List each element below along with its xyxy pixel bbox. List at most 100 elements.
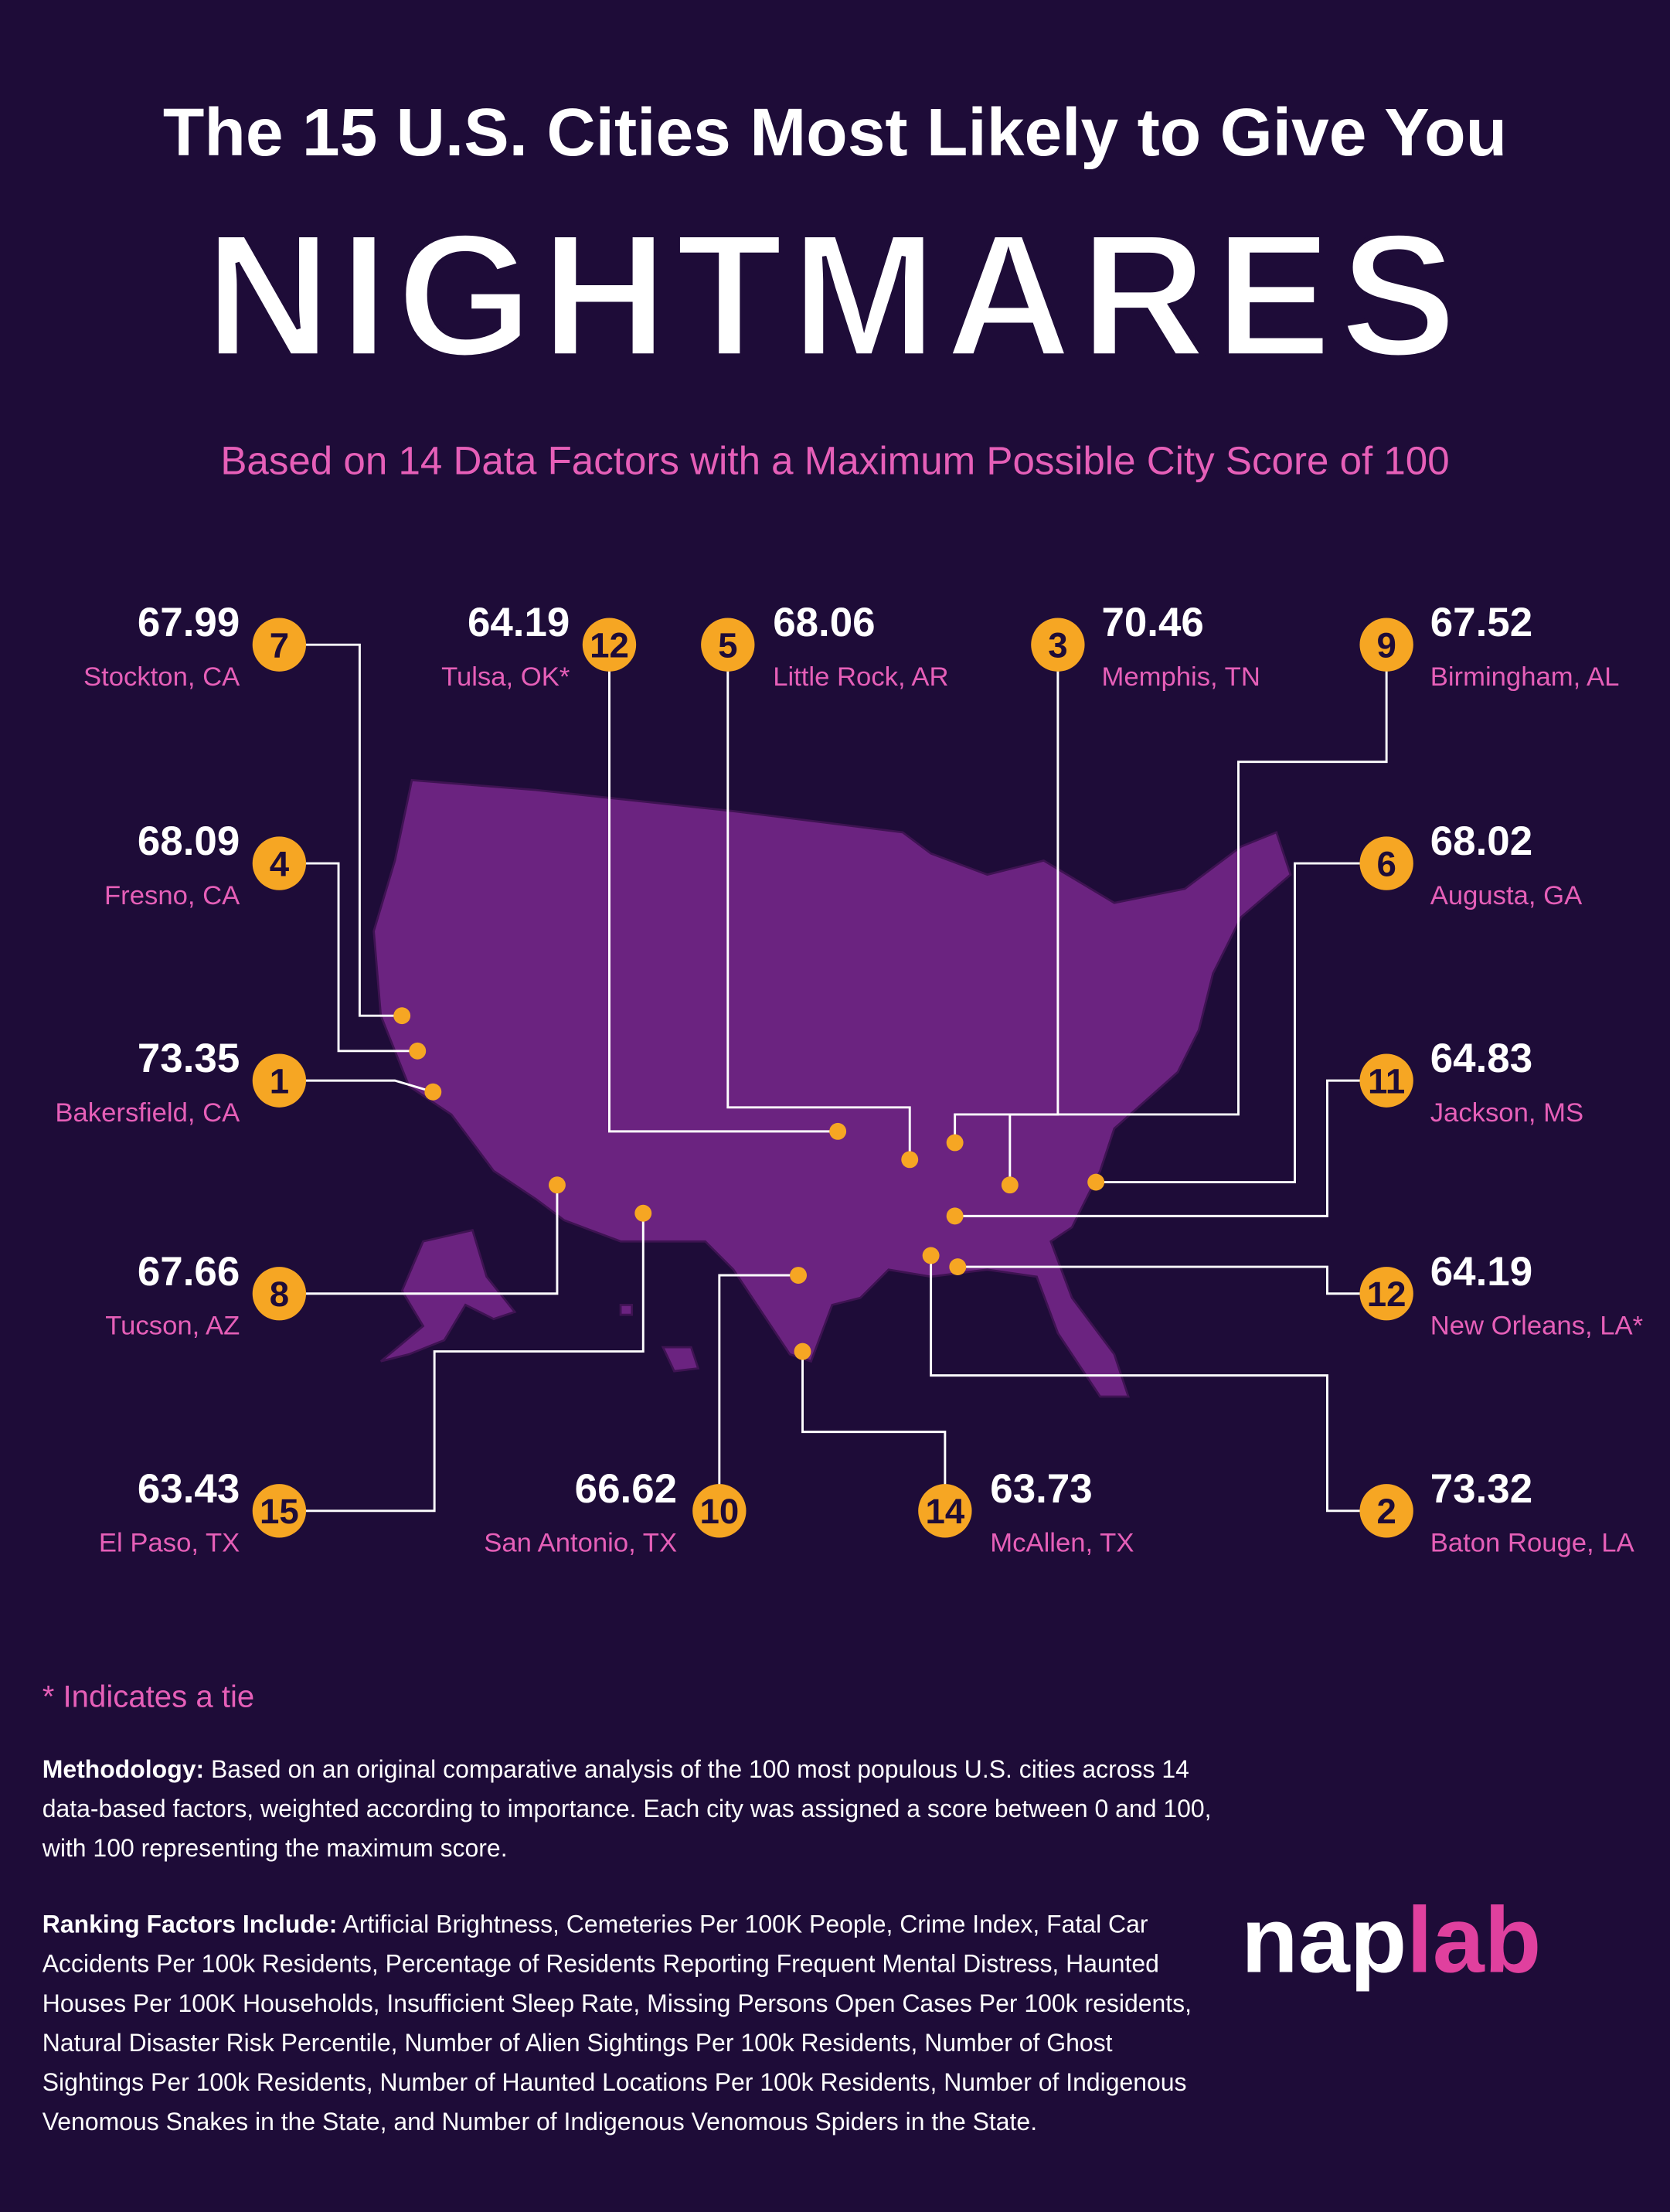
notes-text: Methodology: Based on an original compar… xyxy=(43,1749,1213,2141)
map-hawaii xyxy=(619,1303,700,1373)
rank-badge xyxy=(1031,618,1085,672)
city-dot xyxy=(790,1267,807,1284)
city-score: 68.02 xyxy=(1430,818,1532,864)
logo-part: lab xyxy=(1406,1888,1541,1993)
city-dot xyxy=(548,1176,566,1194)
city-callout: 10 66.62 San Antonio, TX xyxy=(484,1267,807,1558)
city-callout: 6 68.02 Augusta, GA xyxy=(1087,818,1583,1191)
city-callout: 9 67.52 Birmingham, AL xyxy=(1001,600,1620,1194)
rank-number: 4 xyxy=(270,844,290,883)
rank-number: 12 xyxy=(590,626,629,665)
city-name: Memphis, TN xyxy=(1101,662,1260,692)
connector-line xyxy=(718,1274,799,1511)
connector-line xyxy=(279,643,403,1017)
title: The 15 U.S. Cities Most Likely to Give Y… xyxy=(163,94,1507,170)
city-score: 67.52 xyxy=(1430,600,1532,645)
city-callout: 3 70.46 Memphis, TN xyxy=(946,600,1260,1152)
city-score: 73.32 xyxy=(1430,1466,1532,1512)
logo-part: nap xyxy=(1241,1888,1406,1993)
city-name: Little Rock, AR xyxy=(773,662,948,692)
rank-badge xyxy=(692,1484,747,1538)
subtitle: Based on 14 Data Factors with a Maximum … xyxy=(220,438,1449,482)
methodology: Methodology: Based on an original compar… xyxy=(43,1749,1213,1867)
city-dot xyxy=(922,1247,940,1264)
city-dot xyxy=(409,1042,427,1060)
connector-line xyxy=(279,1185,559,1295)
connector-line xyxy=(279,862,418,1053)
rank-badge xyxy=(1359,618,1413,672)
city-score: 66.62 xyxy=(575,1466,677,1512)
city-dot xyxy=(1087,1173,1105,1191)
city-callout: 12 64.19 New Orleans, LA* xyxy=(949,1249,1643,1341)
rank-badge xyxy=(701,618,755,672)
connector-line xyxy=(1008,645,1388,1186)
city-score: 64.19 xyxy=(1430,1249,1532,1295)
rank-badge xyxy=(1359,1053,1413,1108)
map-alaska xyxy=(379,1228,517,1363)
rank-badge xyxy=(1359,1267,1413,1321)
methodology-text: Based on an original comparative analysi… xyxy=(42,1754,1212,1863)
connector-line xyxy=(957,1265,1387,1295)
rank-number: 6 xyxy=(1376,844,1396,883)
ranking-factors-label: Ranking Factors Include: xyxy=(42,1910,338,1938)
city-name: Baton Rouge, LA xyxy=(1430,1529,1635,1558)
rank-badge xyxy=(252,836,307,890)
rank-badge xyxy=(582,618,637,672)
rank-number: 3 xyxy=(1048,626,1067,665)
ranking-factors-text: Artificial Brightness, Cemeteries Per 10… xyxy=(42,1910,1192,2136)
city-callout: 5 68.06 Little Rock, AR xyxy=(701,600,948,1169)
rank-badge xyxy=(918,1484,972,1538)
connector-line xyxy=(279,1079,434,1094)
city-name: New Orleans, LA* xyxy=(1430,1312,1643,1341)
city-dot xyxy=(1001,1176,1019,1194)
city-dot xyxy=(794,1343,811,1360)
logo: naplab xyxy=(1241,1888,1541,1993)
city-score: 73.35 xyxy=(138,1036,240,1081)
city-callout: 15 63.43 El Paso, TX xyxy=(99,1204,652,1558)
rank-number: 15 xyxy=(260,1492,299,1531)
city-dot xyxy=(946,1207,964,1225)
city-callout: 11 64.83 Jackson, MS xyxy=(946,1036,1583,1225)
city-score: 64.83 xyxy=(1430,1036,1532,1081)
city-callout: 2 73.32 Baton Rouge, LA xyxy=(922,1247,1635,1558)
rank-badge xyxy=(252,1053,307,1108)
city-score: 64.19 xyxy=(468,600,570,645)
city-name: Tulsa, OK* xyxy=(441,662,570,692)
city-name: Stockton, CA xyxy=(83,662,240,692)
city-score: 68.09 xyxy=(138,818,240,864)
city-dot xyxy=(901,1151,919,1169)
methodology-label: Methodology: xyxy=(42,1754,205,1784)
city-callout: 8 67.66 Tucson, AZ xyxy=(105,1176,566,1341)
footnote: * Indicates a tie xyxy=(43,1679,254,1714)
city-name: McAllen, TX xyxy=(990,1529,1134,1558)
city-score: 63.73 xyxy=(990,1466,1092,1512)
city-score: 67.66 xyxy=(138,1249,240,1295)
rank-number: 2 xyxy=(1376,1492,1396,1531)
city-dot xyxy=(946,1134,964,1152)
callouts: 7 67.99 Stockton, CA 4 68.09 Fresno, CA 1 73.35… xyxy=(55,600,1643,1558)
city-dot xyxy=(393,1007,411,1025)
connector-line xyxy=(726,645,911,1160)
rank-number: 7 xyxy=(270,626,289,665)
city-score: 67.99 xyxy=(138,600,240,645)
map-lower-48 xyxy=(372,778,1292,1398)
city-name: Birmingham, AL xyxy=(1430,662,1620,692)
city-callout: 14 63.73 McAllen, TX xyxy=(794,1343,1134,1558)
notes: Methodology: Based on an original compar… xyxy=(43,1749,1213,2141)
rank-number: 11 xyxy=(1368,1062,1405,1101)
rank-badge xyxy=(252,1484,307,1538)
rank-number: 8 xyxy=(270,1274,289,1314)
city-dot xyxy=(634,1204,652,1222)
city-name: Augusta, GA xyxy=(1430,881,1583,910)
city-name: Fresno, CA xyxy=(104,881,240,910)
city-score: 68.06 xyxy=(773,600,875,645)
connector-line xyxy=(1096,862,1387,1184)
connector-line xyxy=(954,645,1059,1143)
rank-number: 1 xyxy=(270,1062,289,1101)
headline: NIGHTMARES xyxy=(205,197,1465,393)
city-callout: 1 73.35 Bakersfield, CA xyxy=(55,1036,442,1128)
connector-line xyxy=(930,1255,1387,1513)
city-name: El Paso, TX xyxy=(99,1529,240,1558)
city-score: 63.43 xyxy=(138,1466,240,1512)
